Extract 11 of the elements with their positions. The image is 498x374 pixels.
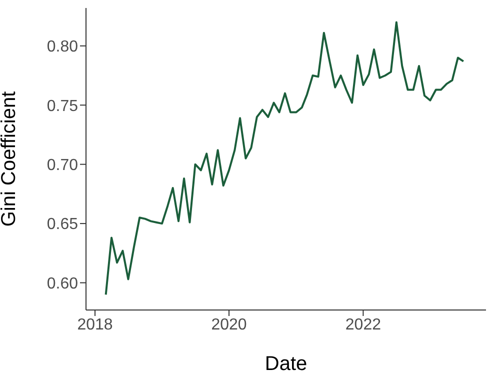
line-series bbox=[104, 21, 464, 296]
y-axis-title: Gini Coefficient bbox=[0, 90, 20, 227]
y-tick-label: 0.80 bbox=[46, 38, 78, 56]
y-tick-label: 0.75 bbox=[46, 98, 78, 115]
y-tick-label: 0.70 bbox=[46, 157, 78, 174]
y-tick-label: 0.65 bbox=[46, 216, 78, 234]
x-tick-label: 2018 bbox=[77, 316, 113, 334]
x-axis-title: Date bbox=[264, 353, 308, 374]
y-tick-label: 0.60 bbox=[46, 275, 78, 292]
x-tick-label: 2020 bbox=[211, 316, 247, 334]
x-tick-label: 2022 bbox=[345, 316, 382, 334]
